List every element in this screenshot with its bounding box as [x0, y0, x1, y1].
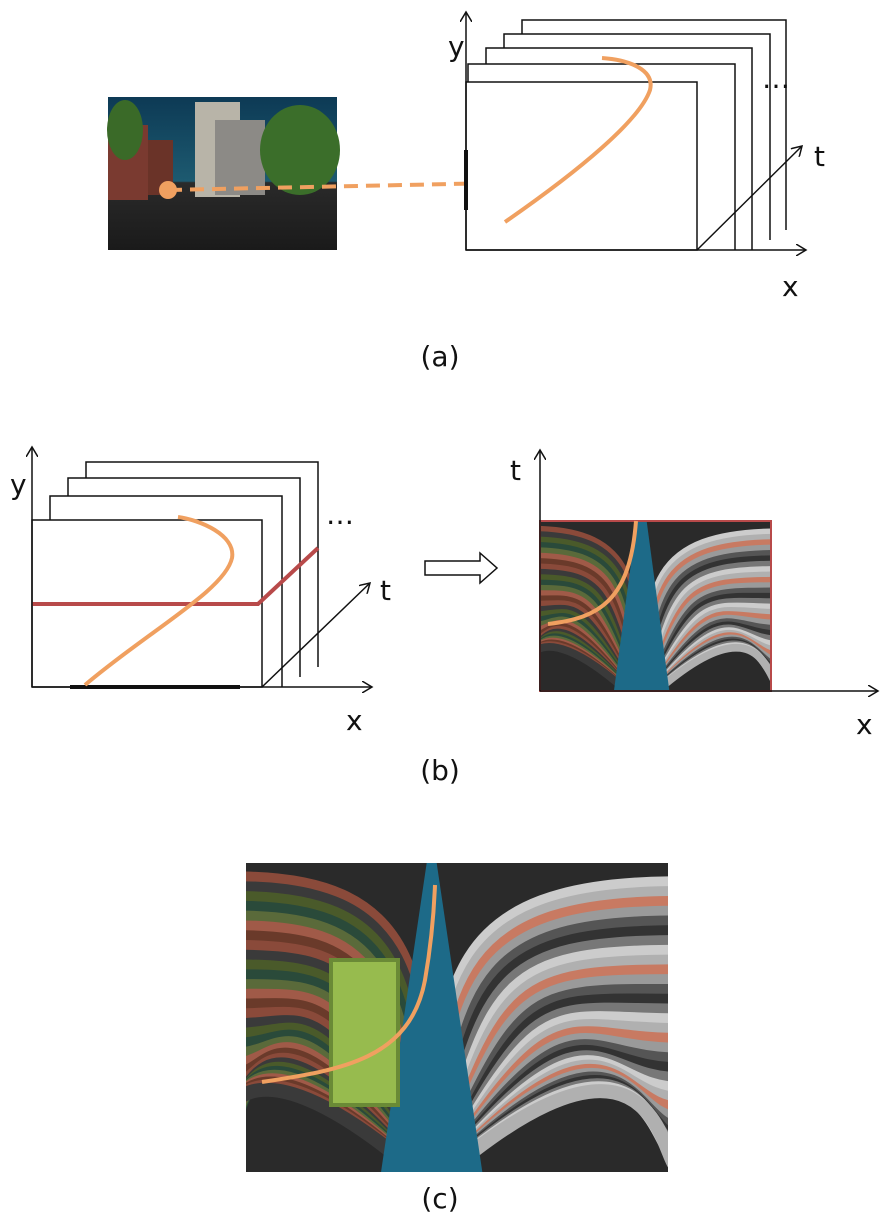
- panel-label: (a): [420, 340, 459, 373]
- axis-label-t: t: [814, 140, 825, 173]
- point: [159, 181, 177, 199]
- axis-label-y: y: [448, 30, 465, 63]
- axis-label-x: x: [782, 270, 799, 303]
- ellipsis: …: [326, 498, 354, 531]
- xt-slice-image: [222, 863, 678, 1182]
- detection-box: [331, 960, 398, 1105]
- axis-label-y: y: [10, 468, 27, 501]
- axis-label-x: x: [856, 708, 873, 741]
- ellipsis: …: [762, 62, 790, 95]
- frames: [32, 462, 318, 687]
- xt-slice-image: [525, 521, 781, 701]
- transform-arrow: [425, 553, 497, 583]
- figure: y t x … (a) y t x … t x (b): [0, 0, 880, 1222]
- panel-c: (c): [222, 863, 678, 1215]
- axis-label-t: t: [380, 574, 391, 607]
- panel-a: y t x … (a): [107, 12, 825, 373]
- street-image: [107, 97, 340, 250]
- panel-label: (b): [420, 754, 460, 787]
- panel-b: y t x … t x (b): [10, 447, 878, 787]
- panel-label: (c): [421, 1182, 458, 1215]
- axis-label-t: t: [510, 454, 521, 487]
- axis-label-x: x: [346, 704, 363, 737]
